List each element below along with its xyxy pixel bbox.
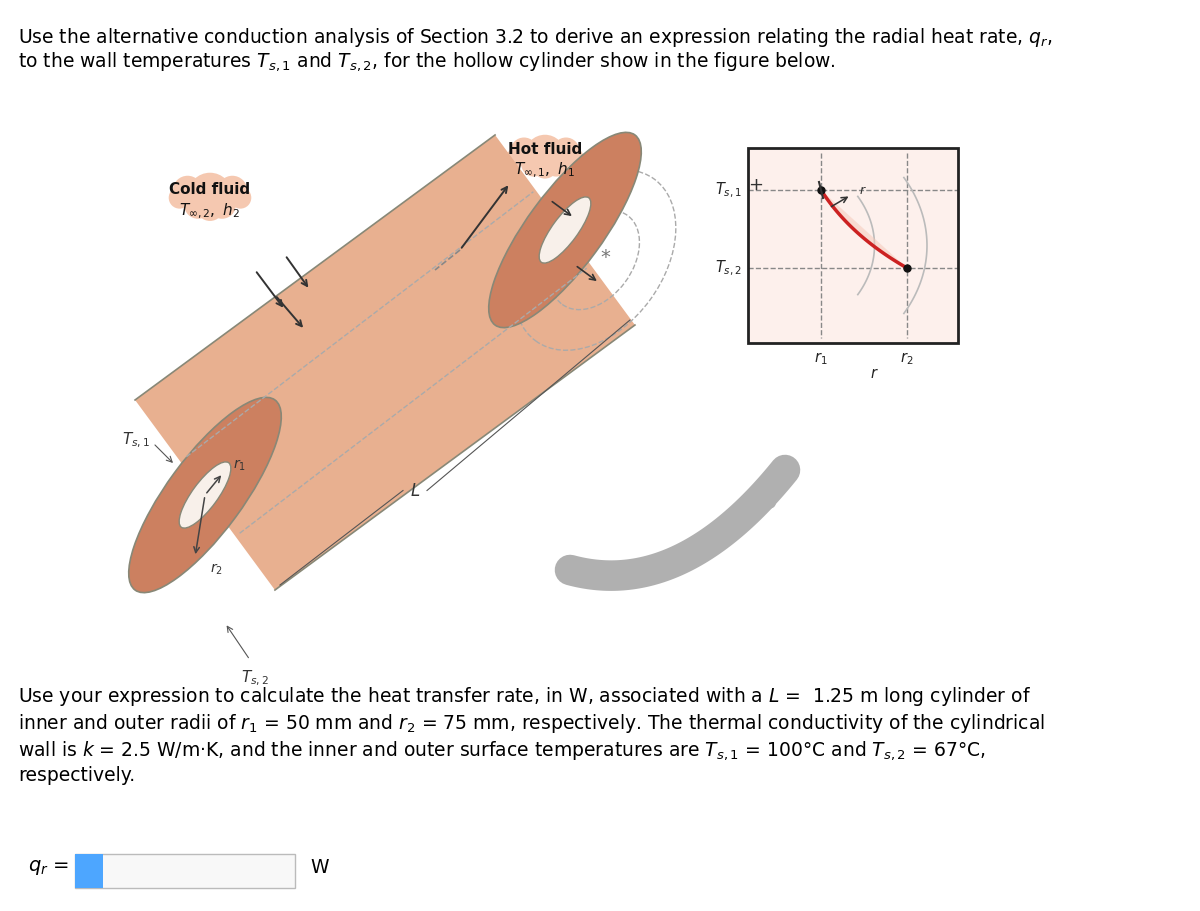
Text: $r$: $r$	[870, 365, 878, 381]
Circle shape	[187, 173, 233, 218]
Circle shape	[169, 187, 191, 209]
Text: inner and outer radii of $r_1$ = 50 mm and $r_2$ = 75 mm, respectively. The ther: inner and outer radii of $r_1$ = 50 mm a…	[18, 712, 1045, 735]
Text: respectively.: respectively.	[18, 766, 136, 785]
Circle shape	[510, 138, 538, 165]
Text: +: +	[749, 176, 763, 194]
Circle shape	[196, 193, 224, 221]
Circle shape	[173, 176, 203, 206]
Bar	[74, 854, 103, 888]
Text: $T_{s,2}$: $T_{s,2}$	[715, 259, 742, 278]
Circle shape	[506, 148, 527, 168]
Text: to the wall temperatures $T_{s,1}$ and $T_{s,2}$, for the hollow cylinder show i: to the wall temperatures $T_{s,1}$ and $…	[18, 50, 836, 73]
Circle shape	[229, 187, 251, 209]
Circle shape	[524, 135, 565, 175]
Text: $r_2$: $r_2$	[900, 351, 913, 367]
Text: Hot fluid: Hot fluid	[508, 142, 582, 158]
Text: i: i	[86, 905, 92, 911]
Text: $T_{s,1}$: $T_{s,1}$	[122, 430, 150, 450]
Text: $q_r$ =: $q_r$ =	[28, 858, 70, 877]
Text: $r$: $r$	[859, 183, 866, 197]
Bar	[74, 854, 295, 888]
Text: Cold fluid: Cold fluid	[169, 182, 251, 198]
Circle shape	[533, 153, 558, 179]
Text: $T_{\infty,1},\ h_1$: $T_{\infty,1},\ h_1$	[515, 160, 576, 179]
Circle shape	[552, 138, 580, 165]
Ellipse shape	[179, 462, 230, 528]
Polygon shape	[748, 148, 958, 343]
Text: W: W	[310, 858, 329, 877]
Text: Use the alternative conduction analysis of Section 3.2 to derive an expression r: Use the alternative conduction analysis …	[18, 26, 1052, 49]
Circle shape	[217, 176, 247, 206]
Ellipse shape	[488, 132, 641, 328]
Text: $r_2$: $r_2$	[210, 561, 223, 577]
Circle shape	[564, 148, 583, 168]
Polygon shape	[821, 190, 907, 268]
Circle shape	[184, 191, 212, 219]
Text: $r_1$: $r_1$	[233, 457, 246, 473]
Ellipse shape	[539, 197, 590, 263]
Text: *: *	[600, 249, 610, 268]
Circle shape	[208, 191, 236, 219]
Circle shape	[544, 151, 569, 177]
Text: wall is $k$ = 2.5 W/m·K, and the inner and outer surface temperatures are $T_{s,: wall is $k$ = 2.5 W/m·K, and the inner a…	[18, 739, 986, 762]
Polygon shape	[136, 135, 635, 590]
Circle shape	[521, 151, 546, 177]
Text: $T_{\infty,2},\ h_2$: $T_{\infty,2},\ h_2$	[180, 201, 240, 220]
Ellipse shape	[128, 397, 281, 593]
Text: Use your expression to calculate the heat transfer rate, in W, associated with a: Use your expression to calculate the hea…	[18, 685, 1031, 708]
Text: $T_{s,1}$: $T_{s,1}$	[715, 180, 742, 200]
Text: $L$: $L$	[410, 482, 420, 499]
Text: $r_1$: $r_1$	[815, 351, 828, 367]
Text: $T_{s,2}$: $T_{s,2}$	[241, 669, 269, 688]
